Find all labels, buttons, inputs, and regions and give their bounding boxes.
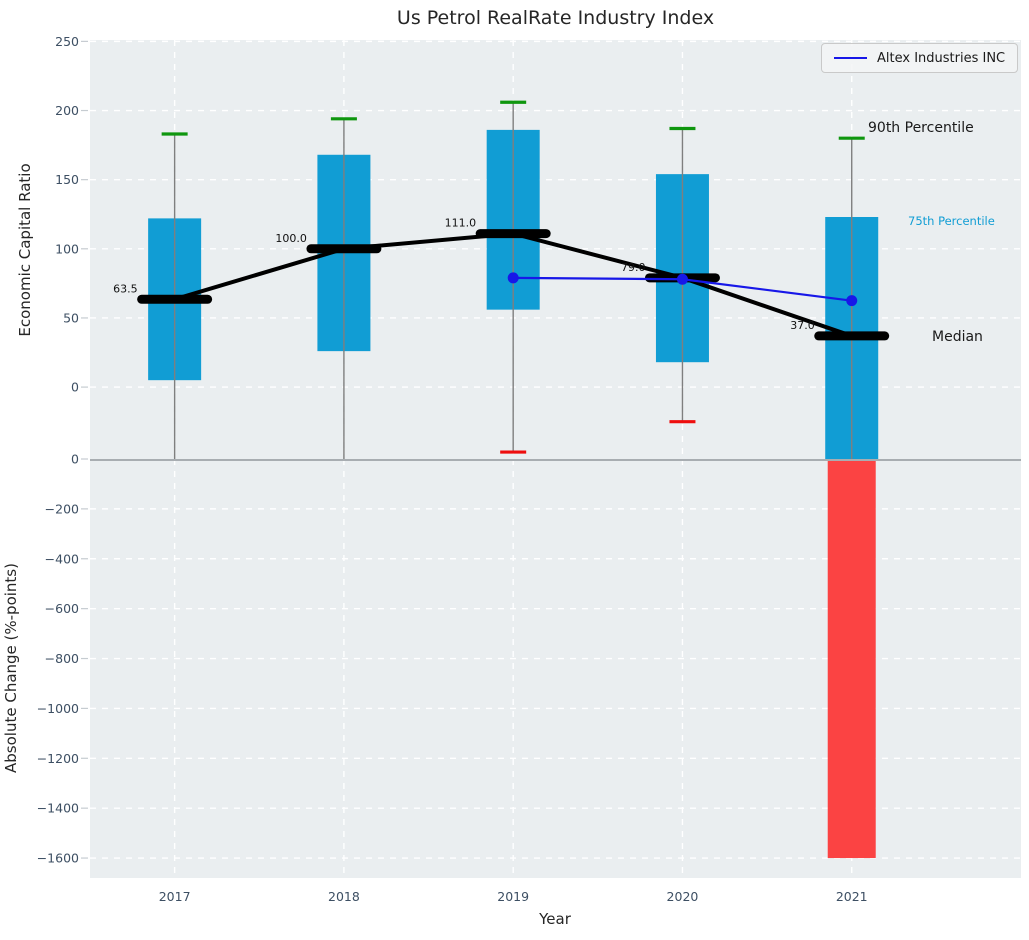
change-bar-2021 xyxy=(827,459,876,859)
legend-label: Altex Industries INC xyxy=(877,50,1006,66)
median-value-label-2017: 63.5 xyxy=(113,282,138,295)
y-tick-label-top: 100 xyxy=(55,241,79,256)
altex-marker-2020 xyxy=(676,273,688,285)
y-tick-label-top: 0 xyxy=(71,380,79,395)
y-tick-label-bottom: −800 xyxy=(45,651,79,666)
y-tick-label-bottom: −600 xyxy=(45,601,79,616)
bottom-panel-bg xyxy=(90,459,1021,878)
x-axis-label: Year xyxy=(538,910,572,928)
y-tick-label-top: 50 xyxy=(63,310,79,325)
legend: Altex Industries INC xyxy=(821,43,1019,73)
top-y-axis-label: Economic Capital Ratio xyxy=(16,163,34,336)
y-tick-label-bottom: −1400 xyxy=(37,801,79,816)
generated-plot-layer: 0 50 100 150 200 250 0 −200 −400 −600 −800 −1000 −12… xyxy=(37,34,1021,904)
median-value-label-2018: 100.0 xyxy=(275,232,307,245)
altex-marker-2021 xyxy=(846,295,858,307)
y-tick-label-bottom: −400 xyxy=(45,551,79,566)
y-tick-label-top: 150 xyxy=(55,172,79,187)
top-panel-bg xyxy=(90,40,1021,459)
y-tick-label-bottom: −1600 xyxy=(37,851,79,866)
x-tick-label-2017: 2017 xyxy=(159,889,191,904)
x-tick-label-2021: 2021 xyxy=(836,889,868,904)
legend-line-swatch xyxy=(834,57,867,59)
y-tick-label-top: 200 xyxy=(55,103,79,118)
x-tick-label-2019: 2019 xyxy=(497,889,529,904)
median-value-label-2019: 111.0 xyxy=(445,217,477,230)
chart-title: Us Petrol RealRate Industry Index xyxy=(396,7,715,29)
median-value-label-2020: 79.0 xyxy=(621,261,646,274)
bottom-y-axis-label: Absolute Change (%-points) xyxy=(2,563,20,773)
x-tick-label-2018: 2018 xyxy=(328,889,360,904)
y-tick-label-bottom: −1200 xyxy=(37,751,79,766)
median-value-label-2021: 37.0 xyxy=(790,319,815,332)
y-tick-label-top: 250 xyxy=(55,34,79,49)
y-tick-label-bottom: 0 xyxy=(71,452,79,467)
y-tick-label-bottom: −200 xyxy=(45,501,79,516)
annotation-75th-percentile: 75th Percentile xyxy=(908,214,995,228)
y-tick-label-bottom: −1000 xyxy=(37,701,79,716)
annotation-median: Median xyxy=(932,329,983,345)
annotation-90th-percentile: 90th Percentile xyxy=(868,120,974,136)
altex-marker-2019 xyxy=(507,272,519,284)
x-tick-label-2020: 2020 xyxy=(667,889,699,904)
